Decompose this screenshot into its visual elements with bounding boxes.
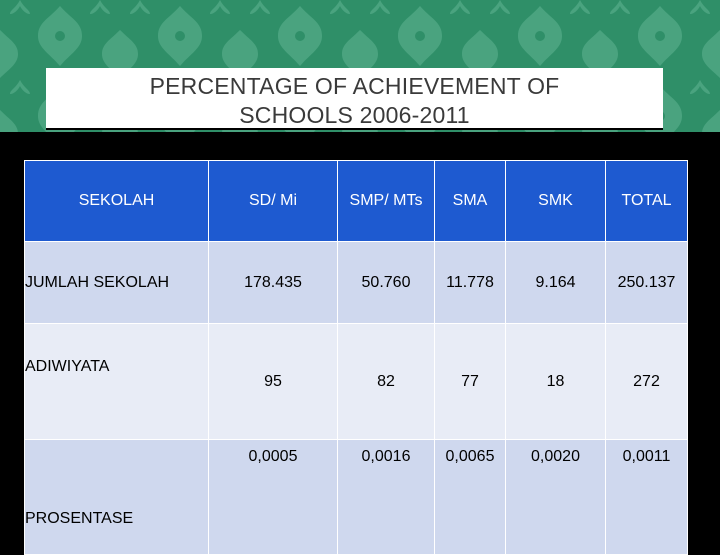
row-label-adiwiyata: ADIWIYATA bbox=[24, 323, 209, 440]
header-smp-mts: SMP/ MTs bbox=[337, 160, 435, 242]
table-row: PROSENTASE 0,0005 0,0016 0,0065 0,0020 0… bbox=[24, 439, 688, 555]
table-cell: 0,0005 bbox=[208, 439, 338, 555]
table-cell: 18 bbox=[505, 323, 606, 440]
title-line-1: PERCENTAGE OF ACHIEVEMENT OF bbox=[149, 73, 560, 99]
table-header-row: SEKOLAH SD/ Mi SMP/ MTs SMA SMK TOTAL bbox=[24, 160, 688, 242]
header-sd-mi: SD/ Mi bbox=[208, 160, 338, 242]
header-total: TOTAL bbox=[605, 160, 688, 242]
header-sekolah: SEKOLAH bbox=[24, 160, 209, 242]
table-cell: 9.164 bbox=[505, 241, 606, 324]
header-smk: SMK bbox=[505, 160, 606, 242]
title-underline bbox=[46, 128, 663, 130]
title-box: PERCENTAGE OF ACHIEVEMENT OF SCHOOLS 200… bbox=[46, 68, 663, 130]
table-cell: 0,0011 bbox=[605, 439, 688, 555]
row-label-prosentase: PROSENTASE bbox=[24, 439, 209, 555]
title-line-2: SCHOOLS 2006-2011 bbox=[239, 102, 470, 128]
table-cell: 250.137 bbox=[605, 241, 688, 324]
table-cell: 11.778 bbox=[434, 241, 506, 324]
table-cell: 77 bbox=[434, 323, 506, 440]
table-cell: 50.760 bbox=[337, 241, 435, 324]
row-label-jumlah-sekolah: JUMLAH SEKOLAH bbox=[24, 241, 209, 324]
schools-table: SEKOLAH SD/ Mi SMP/ MTs SMA SMK TOTAL JU… bbox=[24, 160, 688, 555]
table-row: JUMLAH SEKOLAH 178.435 50.760 11.778 9.1… bbox=[24, 241, 688, 324]
table-cell: 82 bbox=[337, 323, 435, 440]
table-cell: 95 bbox=[208, 323, 338, 440]
table-cell: 178.435 bbox=[208, 241, 338, 324]
table-cell: 0,0016 bbox=[337, 439, 435, 555]
table-row: ADIWIYATA 95 82 77 18 272 bbox=[24, 323, 688, 440]
table-cell: 272 bbox=[605, 323, 688, 440]
table-cell: 0,0065 bbox=[434, 439, 506, 555]
header-sma: SMA bbox=[434, 160, 506, 242]
table-cell: 0,0020 bbox=[505, 439, 606, 555]
page-title: PERCENTAGE OF ACHIEVEMENT OF SCHOOLS 200… bbox=[46, 72, 663, 130]
